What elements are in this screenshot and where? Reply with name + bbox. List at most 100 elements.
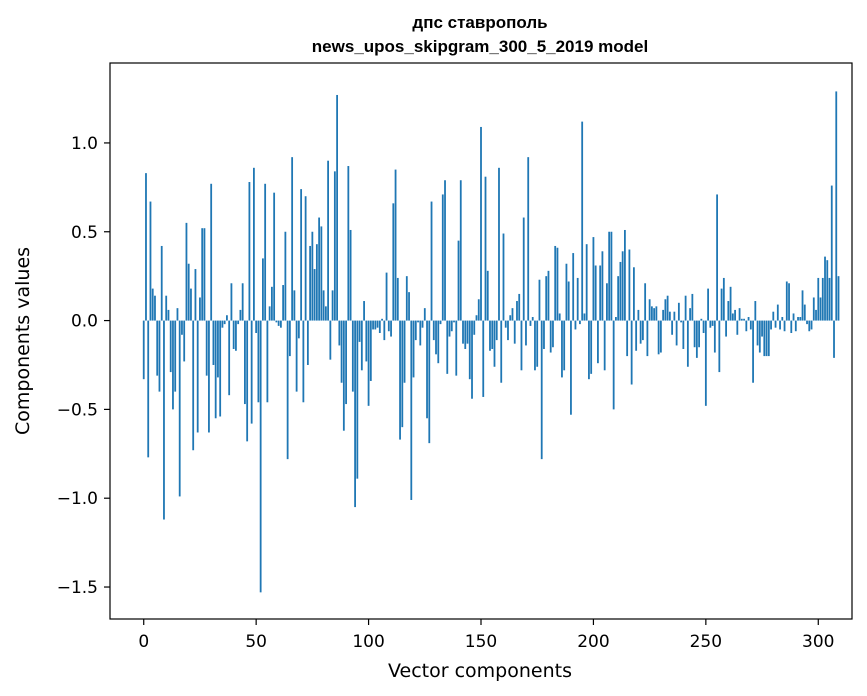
bar-112 — [394, 169, 397, 321]
bar-184 — [556, 247, 559, 321]
bar-27 — [203, 228, 206, 321]
bar-135 — [446, 320, 449, 374]
bar-40 — [232, 320, 235, 349]
bar-69 — [297, 320, 300, 339]
bar-168 — [520, 320, 523, 371]
bar-192 — [574, 320, 577, 330]
bar-198 — [588, 320, 590, 380]
bar-101 — [369, 320, 372, 381]
bar-179 — [545, 276, 548, 321]
bar-105 — [378, 320, 381, 333]
bar-34 — [219, 320, 222, 417]
bar-120 — [412, 320, 415, 378]
bar-30 — [210, 183, 213, 321]
bar-252 — [709, 320, 712, 328]
bar-191 — [572, 253, 575, 321]
bar-17 — [181, 320, 183, 335]
bar-172 — [529, 320, 532, 326]
bar-100 — [367, 320, 370, 406]
bar-91 — [347, 166, 350, 321]
bar-6 — [156, 320, 159, 376]
bar-119 — [410, 320, 413, 500]
bar-15 — [176, 308, 179, 321]
bar-61 — [279, 320, 282, 328]
x-tick-label: 250 — [690, 632, 722, 652]
bar-116 — [403, 320, 406, 383]
bar-80 — [322, 290, 325, 321]
bar-302 — [821, 277, 824, 321]
bar-51 — [257, 320, 260, 403]
bar-151 — [482, 320, 485, 397]
bar-57 — [270, 286, 273, 321]
bar-181 — [549, 320, 552, 353]
bar-64 — [286, 320, 289, 460]
bar-204 — [601, 251, 604, 321]
bar-117 — [405, 276, 408, 321]
bar-41 — [235, 320, 237, 351]
bar-107 — [383, 320, 386, 341]
bar-281 — [774, 320, 777, 328]
bar-248 — [700, 318, 703, 321]
bar-36 — [223, 320, 226, 325]
bar-93 — [351, 320, 354, 392]
bar-79 — [320, 226, 323, 321]
bar-60 — [277, 320, 280, 326]
bar-236 — [673, 311, 676, 321]
bar-42 — [237, 320, 240, 325]
bar-32 — [214, 320, 217, 419]
bar-4 — [151, 288, 154, 321]
bar-210 — [615, 317, 617, 321]
bar-99 — [365, 320, 368, 362]
bar-5 — [154, 295, 156, 321]
bar-21 — [190, 288, 192, 321]
bar-282 — [776, 304, 779, 321]
bar-123 — [419, 320, 422, 346]
bar-104 — [376, 320, 379, 328]
bar-94 — [354, 320, 356, 508]
bar-190 — [570, 320, 572, 415]
bar-225 — [648, 299, 651, 321]
bar-158 — [498, 167, 500, 321]
bar-130 — [435, 320, 437, 355]
bar-186 — [561, 320, 563, 378]
bar-233 — [666, 295, 669, 321]
bar-211 — [617, 276, 620, 321]
bar-259 — [725, 320, 727, 337]
bar-136 — [448, 320, 451, 337]
bar-227 — [653, 308, 656, 321]
chart-subtitle: news_upos_skipgram_300_5_2019 model — [312, 37, 648, 56]
bar-102 — [372, 320, 374, 330]
bar-89 — [342, 320, 345, 431]
bar-14 — [174, 320, 177, 392]
bar-229 — [657, 320, 660, 355]
bar-260 — [727, 301, 730, 321]
bar-284 — [781, 317, 784, 321]
bar-23 — [194, 269, 197, 321]
bars-group — [142, 91, 840, 593]
bar-206 — [606, 283, 608, 321]
bar-39 — [230, 283, 233, 321]
bar-178 — [543, 320, 545, 349]
bar-140 — [457, 240, 460, 321]
bar-109 — [387, 320, 390, 332]
bar-289 — [792, 313, 795, 321]
bar-81 — [324, 306, 327, 321]
bar-217 — [630, 320, 633, 385]
y-axis-ticks: −1.5 −1.0 −0.5 0.0 0.5 1.0 — [57, 134, 110, 598]
bar-97 — [360, 320, 363, 371]
bar-273 — [756, 320, 759, 346]
bar-38 — [228, 320, 231, 396]
bar-71 — [302, 320, 305, 403]
bar-159 — [500, 320, 503, 383]
bar-216 — [628, 249, 631, 321]
bar-257 — [720, 288, 723, 321]
bar-231 — [662, 309, 665, 321]
bar-146 — [471, 320, 473, 399]
bar-247 — [698, 320, 700, 348]
y-tick-label: −1.0 — [57, 489, 98, 509]
bar-8 — [160, 245, 163, 321]
bar-18 — [183, 320, 186, 362]
bar-219 — [635, 320, 638, 351]
bar-78 — [318, 217, 321, 321]
bar-177 — [540, 320, 543, 460]
